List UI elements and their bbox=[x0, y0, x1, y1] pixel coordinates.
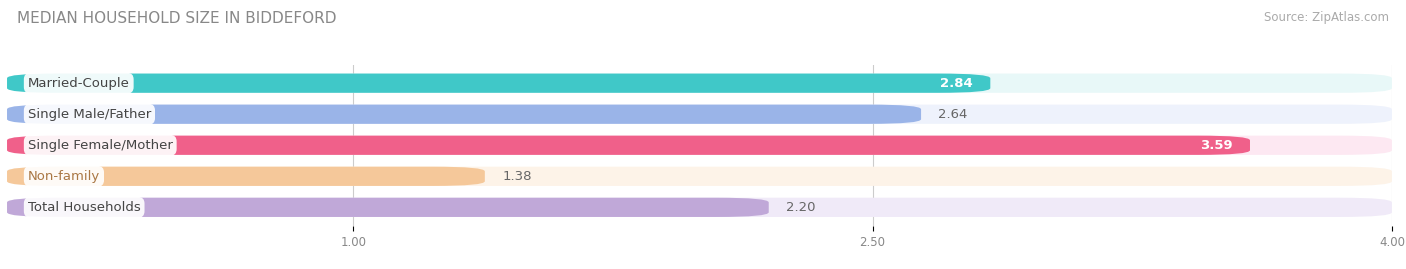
FancyBboxPatch shape bbox=[7, 198, 1392, 217]
Text: MEDIAN HOUSEHOLD SIZE IN BIDDEFORD: MEDIAN HOUSEHOLD SIZE IN BIDDEFORD bbox=[17, 11, 336, 26]
FancyBboxPatch shape bbox=[7, 105, 921, 124]
FancyBboxPatch shape bbox=[7, 105, 1392, 124]
FancyBboxPatch shape bbox=[7, 136, 1250, 155]
Text: Single Male/Father: Single Male/Father bbox=[28, 108, 150, 121]
Text: 2.20: 2.20 bbox=[786, 201, 815, 214]
Text: 2.84: 2.84 bbox=[941, 77, 973, 90]
FancyBboxPatch shape bbox=[7, 73, 990, 93]
Text: 3.59: 3.59 bbox=[1201, 139, 1233, 152]
Text: 1.38: 1.38 bbox=[502, 170, 531, 183]
Text: Total Households: Total Households bbox=[28, 201, 141, 214]
Text: Source: ZipAtlas.com: Source: ZipAtlas.com bbox=[1264, 11, 1389, 24]
FancyBboxPatch shape bbox=[7, 167, 485, 186]
Text: Single Female/Mother: Single Female/Mother bbox=[28, 139, 173, 152]
Text: Non-family: Non-family bbox=[28, 170, 100, 183]
FancyBboxPatch shape bbox=[7, 136, 1392, 155]
FancyBboxPatch shape bbox=[7, 167, 1392, 186]
FancyBboxPatch shape bbox=[7, 73, 1392, 93]
FancyBboxPatch shape bbox=[7, 198, 769, 217]
Text: Married-Couple: Married-Couple bbox=[28, 77, 129, 90]
Text: 2.64: 2.64 bbox=[938, 108, 967, 121]
